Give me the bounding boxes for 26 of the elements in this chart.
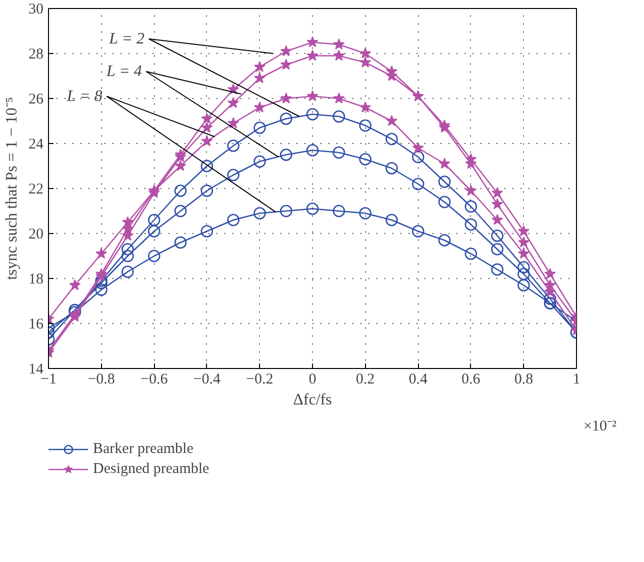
x-tick-label: 0.4 <box>408 372 428 388</box>
x-tick-label: 0.8 <box>514 372 534 388</box>
y-tick-label: 16 <box>28 316 44 332</box>
legend-label: Barker preamble <box>93 440 194 458</box>
y-tick-label: 20 <box>28 226 44 242</box>
annotation: L = 8 <box>66 88 102 105</box>
y-tick-label: 28 <box>28 46 44 62</box>
y-tick-label: 26 <box>28 92 44 108</box>
x-tick-label: 0.6 <box>462 372 481 388</box>
y-tick-label: 30 <box>28 2 44 18</box>
x-tick-label: 0 <box>308 372 316 388</box>
text: ×10⁻² <box>584 418 618 434</box>
y-tick-label: 18 <box>28 272 44 288</box>
x-tick-label: −0.6 <box>140 372 168 388</box>
x-tick-label: 0.2 <box>356 372 375 388</box>
y-tick-label: 24 <box>28 136 44 152</box>
y-tick-label: 22 <box>28 182 44 198</box>
x-tick-label: −0.4 <box>193 372 222 388</box>
annotation: L = 4 <box>105 63 142 80</box>
x-tick-label: −0.8 <box>88 372 115 388</box>
x-tick-label: −0.2 <box>246 372 274 388</box>
annotation: L = 2 <box>108 30 145 48</box>
y-axis-title: tsync such that Ps = 1 − 10⁻⁵ <box>4 97 20 280</box>
x-axis-title: Δfc/fs <box>293 392 332 408</box>
x-tick-label: 1 <box>572 372 580 388</box>
legend-label: Designed preamble <box>93 460 210 478</box>
